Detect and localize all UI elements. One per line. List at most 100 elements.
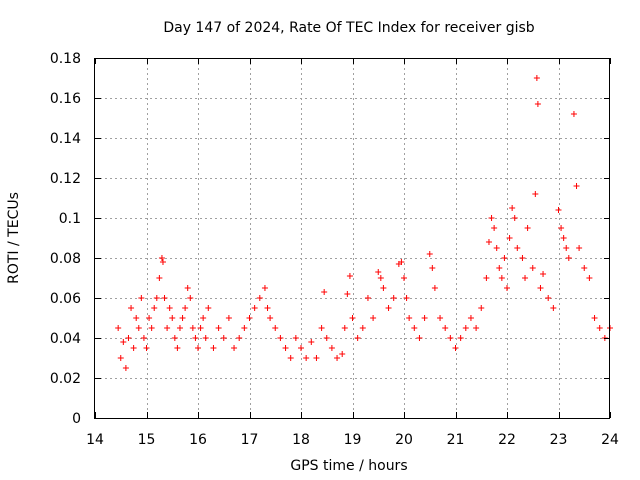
y-tick-label: 0.06: [50, 291, 81, 307]
x-tick-label: 21: [447, 432, 465, 448]
data-point: [251, 305, 258, 311]
data-point: [282, 345, 289, 351]
data-point: [447, 335, 454, 341]
data-point: [401, 275, 407, 281]
data-point: [195, 345, 201, 351]
x-tick-label: 16: [189, 432, 207, 448]
data-point: [128, 305, 135, 311]
data-point: [537, 285, 544, 291]
data-point: [341, 325, 348, 331]
data-point: [442, 325, 449, 331]
data-point: [416, 335, 423, 341]
data-point: [339, 351, 346, 357]
data-point: [318, 325, 325, 331]
data-point: [375, 269, 382, 275]
data-point: [261, 285, 268, 291]
data-point: [586, 275, 593, 281]
data-point: [130, 345, 137, 351]
data-point: [346, 273, 353, 279]
x-tick-label: 17: [241, 432, 259, 448]
data-point: [581, 265, 588, 271]
data-point: [256, 295, 263, 301]
data-point: [411, 325, 418, 331]
data-point: [328, 345, 335, 351]
y-tick-label: 0: [72, 411, 81, 427]
data-point: [159, 259, 166, 265]
data-point: [354, 335, 361, 341]
data-point: [488, 215, 495, 221]
data-point: [519, 255, 526, 261]
x-tick-label: 18: [292, 432, 310, 448]
data-point: [200, 315, 207, 321]
data-point: [426, 251, 433, 257]
data-point: [158, 255, 165, 261]
grid-lines: [95, 58, 610, 418]
data-point: [151, 305, 158, 311]
data-point: [478, 305, 485, 311]
data-point: [533, 75, 540, 81]
data-point: [117, 355, 124, 361]
y-tick-label: 0.18: [50, 51, 81, 67]
data-point: [437, 315, 444, 321]
data-point: [166, 305, 173, 311]
y-tick-label: 0.12: [50, 171, 81, 187]
data-point: [524, 225, 531, 231]
data-point: [545, 295, 552, 301]
data-point: [146, 315, 153, 321]
data-point: [174, 345, 181, 351]
data-point: [496, 265, 503, 271]
data-point: [313, 355, 320, 361]
data-point: [334, 355, 341, 361]
axis-ticks: [95, 58, 611, 419]
y-tick-label: 0.04: [50, 331, 81, 347]
y-tick-labels: 0 0.02 0.04 0.06 0.08 0.1 0.12 0.14 0.16 0.18: [50, 51, 81, 427]
data-point: [563, 245, 570, 251]
data-point: [135, 325, 142, 331]
data-point: [143, 345, 150, 351]
data-point: [321, 289, 328, 295]
data-point: [560, 235, 567, 241]
data-point: [138, 295, 145, 301]
data-point: [377, 275, 384, 281]
data-point: [179, 315, 186, 321]
data-point: [272, 325, 279, 331]
data-point: [558, 225, 565, 231]
data-point: [120, 339, 127, 345]
data-point: [403, 295, 410, 301]
data-point: [267, 315, 274, 321]
data-point: [156, 275, 163, 281]
data-point: [202, 335, 209, 341]
x-tick-label: 22: [498, 432, 516, 448]
data-point: [323, 335, 330, 341]
data-point: [349, 315, 356, 321]
data-point: [596, 325, 603, 331]
data-point: [529, 265, 536, 271]
data-point: [514, 245, 521, 251]
data-point: [344, 291, 351, 297]
data-point: [504, 285, 510, 291]
data-point: [264, 305, 271, 311]
data-point: [491, 225, 498, 231]
x-axis-label: GPS time / hours: [290, 458, 407, 474]
data-point: [197, 325, 204, 331]
data-point: [534, 101, 541, 107]
data-point: [133, 315, 140, 321]
data-point: [225, 315, 232, 321]
data-points: [115, 75, 613, 371]
x-tick-label: 23: [550, 432, 568, 448]
data-point: [303, 355, 310, 361]
data-point: [231, 345, 238, 351]
data-point: [483, 275, 490, 281]
data-point: [184, 285, 191, 291]
data-point: [153, 295, 160, 301]
data-point: [187, 295, 194, 301]
data-point: [380, 285, 387, 291]
data-point: [277, 335, 284, 341]
data-point: [308, 339, 315, 345]
data-point: [215, 325, 222, 331]
data-point: [370, 315, 377, 321]
data-point: [176, 325, 183, 331]
data-point: [125, 335, 132, 341]
